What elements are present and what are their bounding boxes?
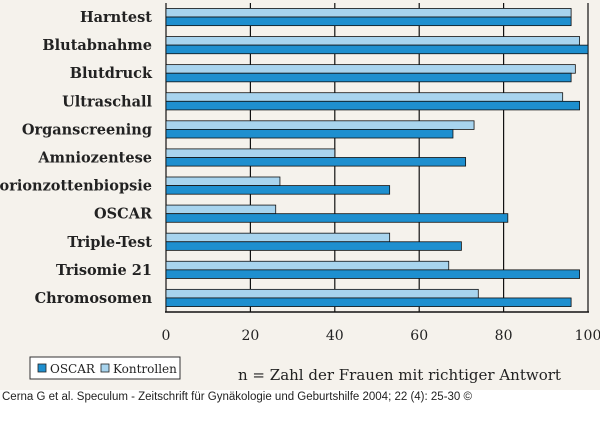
category-labels: Harntest Blutabnahme Blutdruck Ultraschall O… [0, 9, 153, 307]
chart-figure: Harntest Blutabnahme Blutdruck Ultraschall O… [0, 0, 600, 390]
bar-kontrollen-ultraschall [165, 92, 564, 102]
category-label-blutabnahme: Blutabnahme [42, 37, 152, 54]
legend: OSCAR Kontrollen [29, 356, 181, 380]
x-ticks: 0 20 40 60 80 100 [162, 328, 600, 344]
x-tick-label-100: 100 [575, 328, 600, 344]
category-label-triple-test: Triple-Test [67, 234, 152, 251]
bar-oscar-ultraschall [165, 100, 580, 111]
x-tick-label-80: 80 [495, 328, 513, 344]
category-label-chorionzottenbiopsie: Chorionzottenbiopsie [0, 178, 152, 195]
bar-oscar-harntest [165, 16, 572, 27]
category-label-trisomie-21: Trisomie 21 [56, 262, 152, 279]
category-label-oscar: OSCAR [94, 206, 153, 223]
bar-oscar-amniozentese [165, 157, 467, 167]
x-tick-label-0: 0 [162, 328, 171, 344]
bar-chart: Harntest Blutabnahme Blutdruck Ultraschall O… [0, 3, 600, 384]
bar-kontrollen-trisomie-21 [165, 260, 450, 271]
bar-oscar-blutabnahme [165, 44, 589, 55]
bar-oscar-oscar [165, 213, 509, 223]
bar-kontrollen-chromosomen [165, 288, 479, 299]
source-caption: Cerna G et al. Speculum - Zeitschrift fü… [2, 391, 472, 403]
bar-kontrollen-amniozentese [165, 148, 336, 158]
bar-kontrollen-harntest [165, 8, 572, 18]
bar-kontrollen-oscar [165, 204, 277, 215]
x-tick-label-20: 20 [241, 328, 259, 344]
bar-kontrollen-triple-test [165, 232, 391, 243]
bar-oscar-chorionzottenbiopsie [165, 185, 391, 195]
legend-swatch-oscar [37, 363, 47, 373]
legend-swatch-kontrollen [100, 363, 110, 373]
axis-note: n = Zahl der Frauen mit richtiger Antwor… [238, 366, 561, 384]
category-label-ultraschall: Ultraschall [62, 93, 152, 110]
bar-oscar-chromosomen [165, 297, 572, 307]
bar-oscar-blutdruck [165, 72, 572, 83]
bars [165, 8, 589, 307]
category-label-organscreening: Organscreening [22, 121, 152, 138]
bar-oscar-triple-test [165, 241, 462, 251]
bar-oscar-organscreening [165, 129, 454, 139]
bar-kontrollen-blutabnahme [165, 36, 580, 46]
category-label-blutdruck: Blutdruck [70, 65, 153, 82]
bar-kontrollen-organscreening [165, 120, 475, 130]
bar-kontrollen-blutdruck [165, 64, 576, 74]
legend-label-oscar: OSCAR [50, 362, 96, 376]
bar-oscar-trisomie-21 [165, 269, 580, 279]
x-tick-label-40: 40 [326, 328, 344, 344]
x-tick-label-60: 60 [410, 328, 428, 344]
category-label-chromosomen: Chromosomen [35, 290, 153, 307]
bar-kontrollen-chorionzottenbiopsie [165, 176, 281, 186]
legend-label-kontrollen: Kontrollen [113, 362, 177, 376]
category-label-amniozentese: Amniozentese [37, 150, 152, 167]
category-label-harntest: Harntest [80, 9, 152, 26]
